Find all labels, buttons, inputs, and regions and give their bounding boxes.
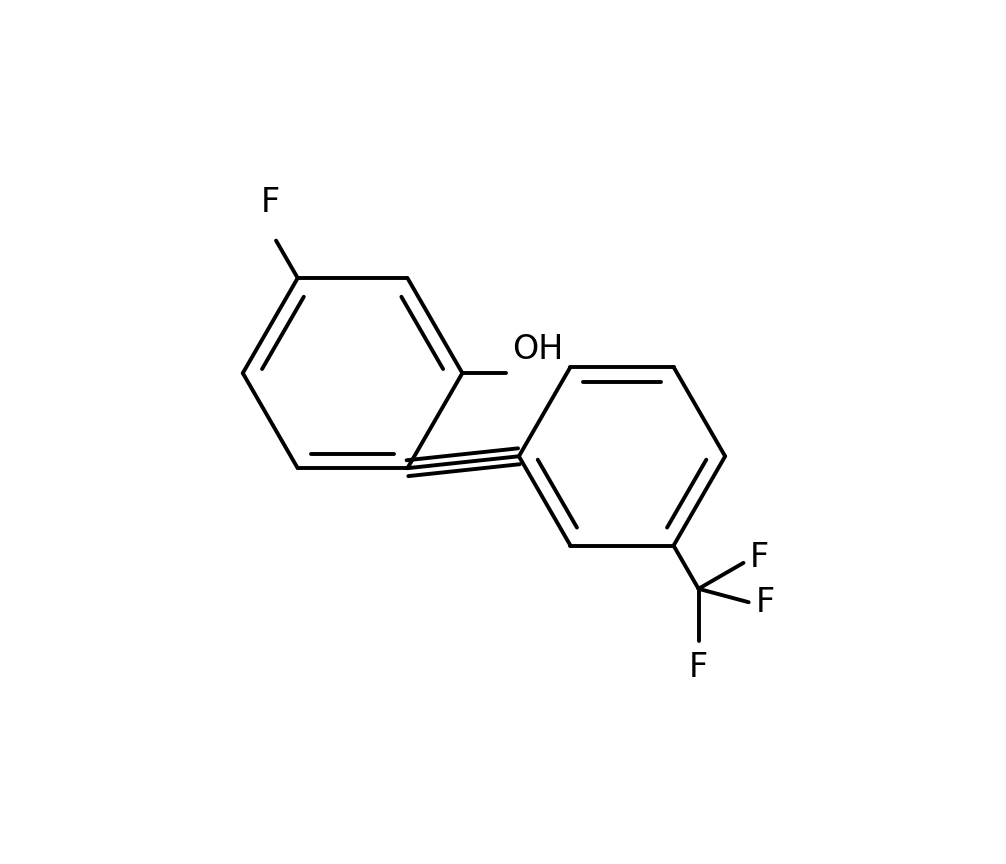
Text: F: F [689,651,708,683]
Text: F: F [756,586,775,619]
Text: OH: OH [512,334,563,366]
Text: F: F [262,187,281,219]
Text: F: F [750,541,770,574]
